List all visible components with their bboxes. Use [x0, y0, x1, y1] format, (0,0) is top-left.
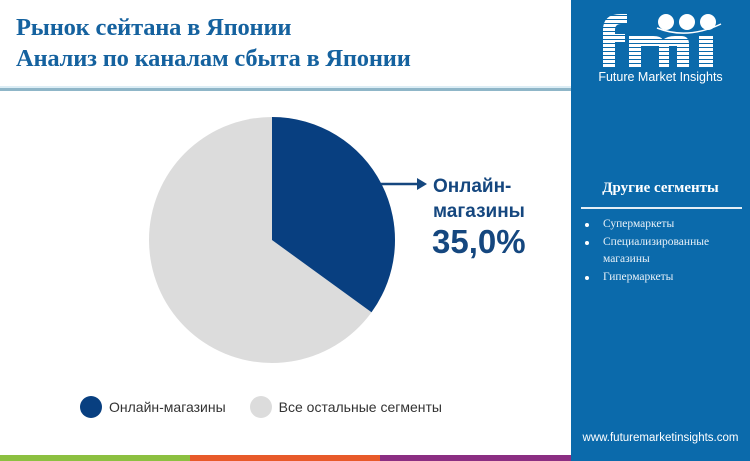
callout-value: 35,0% — [432, 223, 526, 260]
segment-item: Специализированные магазины — [581, 234, 746, 269]
sidebar-divider — [581, 207, 742, 209]
legend-swatch-blue — [80, 396, 102, 418]
segment-label: Специализированные магазины — [603, 235, 710, 266]
pie-slice-online-stores — [272, 117, 395, 313]
legend-label: Все остальные сегменты — [278, 399, 442, 415]
callout-label-line-2: магазины — [433, 201, 525, 222]
callout-label: Онлайн- магазины — [433, 174, 525, 224]
page-title: Рынок сейтанa в Японии Анализ по каналам… — [16, 12, 411, 74]
legend-label: Онлайн-магазины — [109, 399, 226, 415]
bullet-icon — [585, 223, 589, 227]
legend-item-others: Все остальные сегменты — [249, 396, 442, 418]
website-url: www.futuremarketinsights.com — [582, 432, 739, 444]
title-line-1: Рынок сейтанa в Японии — [16, 14, 292, 41]
other-segments-list: Супермаркеты Специализированные магазины… — [581, 216, 746, 286]
title-divider — [0, 88, 571, 91]
title-divider-light — [0, 86, 571, 88]
segment-item: Гипермаркеты — [581, 269, 746, 287]
footer-stripe-purple — [380, 455, 571, 461]
legend-item-online-stores: Онлайн-магазины — [80, 396, 226, 418]
fmi-logo — [603, 14, 722, 68]
chart-legend: Онлайн-магазины Все остальные сегменты — [80, 396, 466, 418]
segment-item: Супермаркеты — [581, 216, 746, 234]
logo-subtitle: Future Market Insights — [598, 70, 723, 84]
pie-chart — [149, 117, 427, 363]
other-segments-heading: Другие сегменты — [602, 180, 719, 196]
legend-swatch-gray — [249, 396, 272, 418]
chart-panel: Рынок сейтанa в Японии Анализ по каналам… — [0, 12, 571, 461]
footer-stripe-orange — [190, 455, 380, 461]
bullet-icon — [585, 275, 589, 280]
footer-stripe-green — [0, 455, 190, 461]
segment-label: Гипермаркеты — [603, 270, 674, 283]
globe-americas-icon — [658, 14, 674, 30]
arrow-right-icon — [417, 178, 427, 190]
sidebar: Future Market Insights Другие сегменты С… — [571, 0, 750, 461]
title-line-2: Анализ по каналам сбыта в Японии — [16, 45, 411, 72]
segment-label: Супермаркеты — [603, 218, 675, 230]
globe-africa-icon — [679, 14, 695, 30]
globe-asia-icon — [700, 14, 716, 30]
callout-label-line-1: Онлайн- — [433, 176, 512, 197]
bullet-icon — [585, 240, 589, 245]
